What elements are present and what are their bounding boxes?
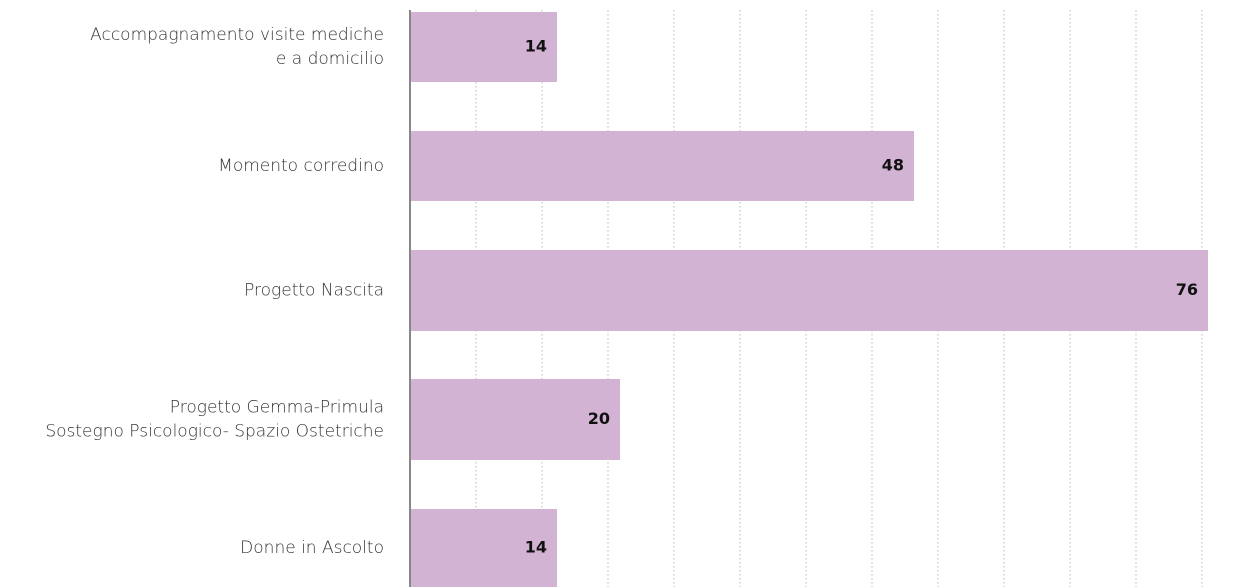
- category-label-0: Accompagnamento visite mediche e a domici…: [90, 25, 384, 69]
- category-label-3: Progetto Gemma-Primula Sostegno Psicologi…: [45, 398, 384, 442]
- category-label-0-line-1: e a domicilio: [276, 49, 384, 69]
- category-label-1-line-0: Momento corredino: [218, 156, 384, 176]
- value-label-2: 76: [1176, 280, 1198, 299]
- category-labels: Accompagnamento visite mediche e a domici…: [45, 25, 384, 558]
- bar-2: [410, 250, 1208, 331]
- bar-4: [410, 509, 557, 587]
- bar-1: [410, 131, 914, 201]
- category-label-4-line-0: Donne in Ascolto: [240, 538, 384, 558]
- value-labels: 14 48 76 20 14: [525, 37, 1198, 557]
- value-label-1: 48: [882, 156, 904, 175]
- category-label-0-line-0: Accompagnamento visite mediche: [90, 25, 384, 45]
- bar-0: [410, 12, 557, 82]
- value-label-0: 14: [525, 37, 547, 56]
- category-label-3-line-0: Progetto Gemma-Primula: [170, 398, 384, 418]
- category-label-2-line-0: Progetto Nascita: [244, 281, 384, 301]
- category-label-3-line-1: Sostegno Psicologico- Spazio Ostetriche: [45, 422, 384, 442]
- bar-3: [410, 379, 620, 460]
- value-label-4: 14: [525, 538, 547, 557]
- bars: [410, 12, 1208, 587]
- category-label-2: Progetto Nascita: [244, 281, 384, 301]
- category-label-1: Momento corredino: [218, 156, 384, 176]
- value-label-3: 20: [588, 409, 610, 428]
- category-label-4: Donne in Ascolto: [240, 538, 384, 558]
